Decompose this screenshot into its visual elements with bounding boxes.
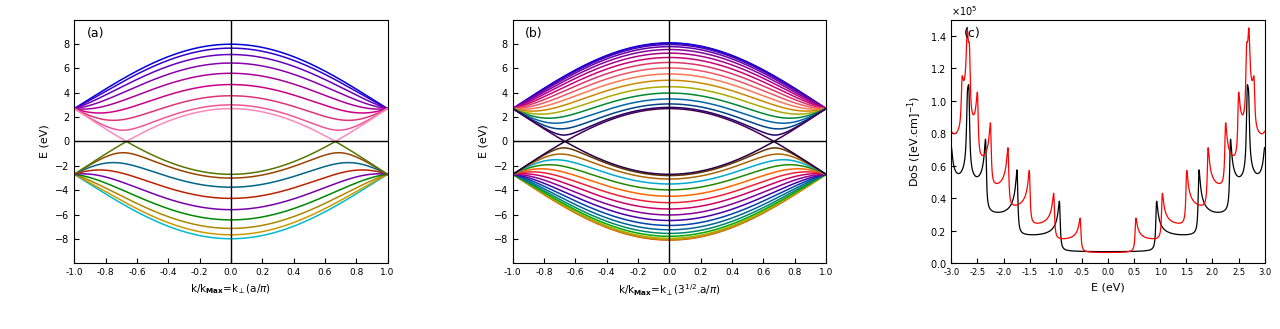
Y-axis label: E (eV): E (eV) xyxy=(477,125,488,158)
Text: (a): (a) xyxy=(87,27,104,40)
X-axis label: k/k$_{\mathbf{Max}}$=k$_\perp$(a/$\pi$): k/k$_{\mathbf{Max}}$=k$_\perp$(a/$\pi$) xyxy=(191,283,271,296)
Text: (c): (c) xyxy=(964,27,980,40)
Text: (b): (b) xyxy=(525,27,543,40)
Y-axis label: E (eV): E (eV) xyxy=(40,125,50,158)
X-axis label: k/k$_{\mathbf{Max}}$=k$_\perp$(3$^{1/2}$.a/$\pi$): k/k$_{\mathbf{Max}}$=k$_\perp$(3$^{1/2}$… xyxy=(618,283,721,298)
Y-axis label: DoS ([eV.cm]$^{-1}$): DoS ([eV.cm]$^{-1}$) xyxy=(906,96,924,187)
X-axis label: E (eV): E (eV) xyxy=(1091,283,1125,292)
